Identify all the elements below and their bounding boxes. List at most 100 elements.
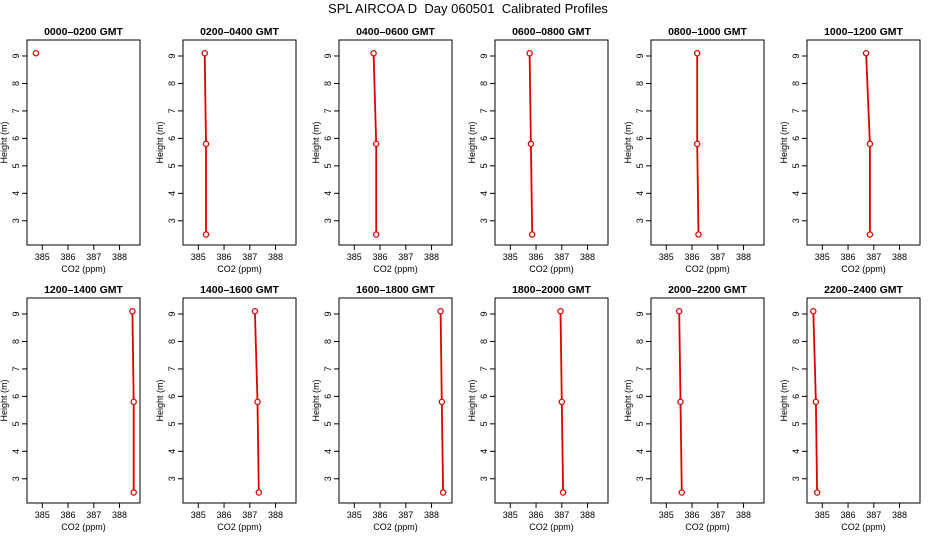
x-tick-label: 385 bbox=[815, 252, 830, 262]
y-tick-label: 9 bbox=[635, 311, 645, 316]
y-tick-label: 6 bbox=[479, 394, 489, 399]
profile-point bbox=[678, 489, 686, 496]
profile-point bbox=[813, 489, 821, 496]
plot-frame bbox=[182, 297, 297, 504]
x-tick-label: 386 bbox=[685, 510, 700, 520]
y-tick-label: 8 bbox=[11, 339, 21, 344]
profile-point bbox=[370, 49, 377, 57]
x-axis-label: CO2 (ppm) bbox=[685, 522, 730, 532]
x-tick-label: 387 bbox=[866, 252, 881, 262]
x-tick-label: 388 bbox=[736, 252, 751, 262]
y-tick-label: 7 bbox=[11, 108, 21, 113]
x-tick-label: 385 bbox=[35, 510, 50, 520]
x-axis-label: CO2 (ppm) bbox=[61, 264, 106, 274]
y-tick-label: 6 bbox=[167, 136, 177, 141]
y-tick-label: 6 bbox=[167, 394, 177, 399]
x-tick-label: 386 bbox=[61, 510, 76, 520]
y-tick-label: 9 bbox=[479, 311, 489, 316]
plot-frame bbox=[494, 297, 609, 504]
x-tick-label: 385 bbox=[347, 252, 362, 262]
x-tick-label: 387 bbox=[554, 252, 569, 262]
profile-panel: 1600–1800 GMT 385 386 387 388 CO2 (ppm) 3 4 5 6 7 8… bbox=[311, 284, 453, 532]
y-tick-label: 9 bbox=[167, 53, 177, 58]
y-tick-label: 8 bbox=[323, 81, 333, 86]
y-axis-label: Height (m) bbox=[311, 379, 321, 421]
profile-point bbox=[32, 49, 40, 57]
y-tick-label: 6 bbox=[635, 136, 645, 141]
y-tick-label: 8 bbox=[323, 339, 333, 344]
profile-point bbox=[527, 140, 535, 148]
x-tick-label: 387 bbox=[86, 252, 101, 262]
y-tick-label: 4 bbox=[479, 191, 489, 196]
y-tick-label: 9 bbox=[791, 53, 801, 58]
x-tick-label: 386 bbox=[685, 252, 700, 262]
y-tick-label: 9 bbox=[323, 53, 333, 58]
y-tick-label: 5 bbox=[635, 421, 645, 426]
panel-title: 1200–1400 GMT bbox=[44, 284, 123, 296]
x-tick-label: 385 bbox=[191, 252, 206, 262]
y-tick-label: 6 bbox=[11, 394, 21, 399]
y-tick-label: 6 bbox=[479, 136, 489, 141]
y-tick-label: 9 bbox=[635, 53, 645, 58]
x-axis-label: CO2 (ppm) bbox=[373, 264, 418, 274]
x-tick-label: 387 bbox=[242, 252, 257, 262]
x-tick-label: 388 bbox=[268, 252, 283, 262]
y-axis-label: Height (m) bbox=[311, 121, 321, 163]
x-tick-label: 387 bbox=[866, 510, 881, 520]
y-tick-label: 7 bbox=[479, 108, 489, 113]
x-tick-label: 387 bbox=[710, 510, 725, 520]
y-tick-label: 5 bbox=[323, 421, 333, 426]
plot-frame bbox=[338, 39, 453, 246]
y-axis-label: Height (m) bbox=[155, 121, 165, 163]
x-axis-label: CO2 (ppm) bbox=[529, 264, 574, 274]
x-tick-label: 388 bbox=[580, 510, 595, 520]
profile-point bbox=[254, 398, 261, 406]
y-tick-label: 4 bbox=[635, 449, 645, 454]
profile-point bbox=[130, 398, 137, 406]
x-axis-label: CO2 (ppm) bbox=[217, 264, 262, 274]
plot-frame bbox=[650, 297, 765, 504]
y-tick-label: 9 bbox=[791, 311, 801, 316]
profile-point bbox=[251, 307, 259, 315]
y-tick-label: 6 bbox=[791, 394, 801, 399]
panel-title: 2000–2200 GMT bbox=[668, 284, 747, 296]
plot-frame bbox=[26, 39, 141, 246]
y-axis-label: Height (m) bbox=[0, 121, 9, 163]
profile-panel: 0400–0600 GMT 385 386 387 388 CO2 (ppm) 3 4 5 6 7 8… bbox=[311, 26, 453, 274]
profile-panel: 2200–2400 GMT 385 386 387 388 CO2 (ppm) 3 4 5 6 7 8… bbox=[779, 284, 921, 532]
y-tick-label: 8 bbox=[791, 339, 801, 344]
y-tick-label: 5 bbox=[479, 163, 489, 168]
x-tick-label: 388 bbox=[112, 252, 127, 262]
profile-point bbox=[862, 49, 870, 57]
y-tick-label: 4 bbox=[11, 191, 21, 196]
x-tick-label: 388 bbox=[268, 510, 283, 520]
plot-frame bbox=[338, 297, 453, 504]
y-tick-label: 4 bbox=[479, 449, 489, 454]
panel-title: 0000–0200 GMT bbox=[44, 26, 123, 38]
x-tick-label: 386 bbox=[373, 510, 388, 520]
profile-point bbox=[557, 307, 564, 315]
x-tick-label: 387 bbox=[710, 252, 725, 262]
y-tick-label: 7 bbox=[11, 366, 21, 371]
profile-point bbox=[372, 140, 380, 148]
x-tick-label: 386 bbox=[61, 252, 76, 262]
plot-frame bbox=[806, 297, 921, 504]
profile-panel: 1200–1400 GMT 385 386 387 388 CO2 (ppm) 3 4 5 6 7 8… bbox=[0, 284, 141, 532]
profile-point bbox=[437, 307, 444, 315]
y-tick-label: 3 bbox=[791, 218, 801, 223]
profile-point bbox=[528, 231, 536, 238]
x-tick-label: 387 bbox=[86, 510, 101, 520]
y-tick-label: 9 bbox=[11, 311, 21, 316]
y-axis-label: Height (m) bbox=[623, 121, 633, 163]
y-tick-label: 3 bbox=[323, 218, 333, 223]
x-tick-label: 388 bbox=[580, 252, 595, 262]
y-tick-label: 7 bbox=[791, 108, 801, 113]
panel-title: 1800–2000 GMT bbox=[512, 284, 591, 296]
x-tick-label: 388 bbox=[736, 510, 751, 520]
x-axis-label: CO2 (ppm) bbox=[841, 264, 886, 274]
x-axis-label: CO2 (ppm) bbox=[61, 522, 106, 532]
profile-point bbox=[439, 489, 447, 496]
y-tick-label: 7 bbox=[167, 108, 177, 113]
profile-panel: 0600–0800 GMT 385 386 387 388 CO2 (ppm) 3 4 5 6 7 8… bbox=[467, 26, 609, 274]
y-tick-label: 5 bbox=[167, 421, 177, 426]
